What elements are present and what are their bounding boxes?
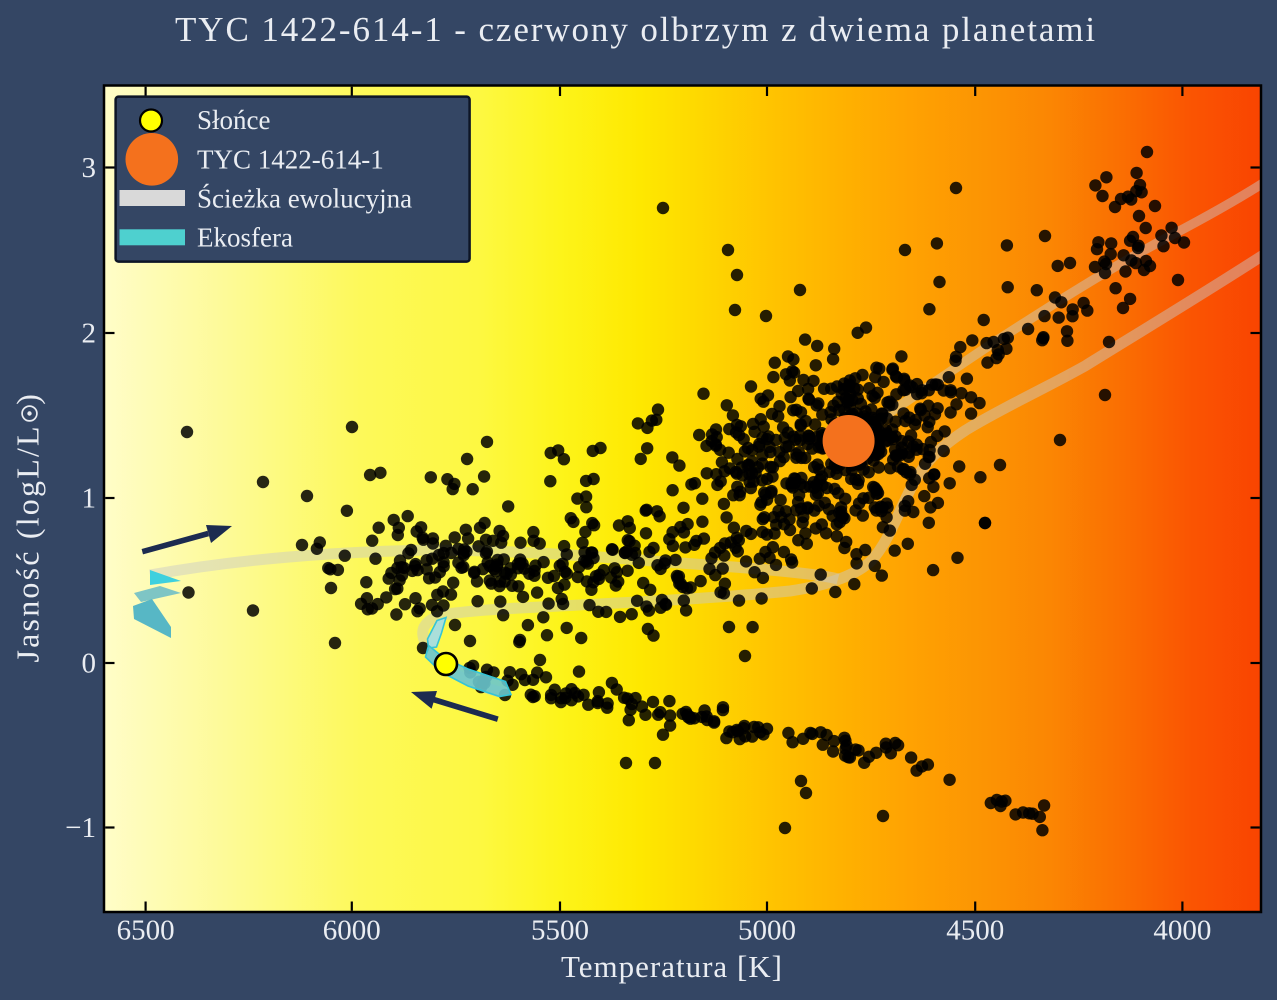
- svg-text:): ): [10, 394, 46, 405]
- svg-text:Ekosfera: Ekosfera: [197, 223, 293, 253]
- svg-text:−1: −1: [65, 812, 96, 844]
- svg-text:Ścieżka ewolucyjna: Ścieżka ewolucyjna: [197, 184, 412, 214]
- svg-text:4000: 4000: [1153, 915, 1211, 947]
- svg-text:4500: 4500: [946, 915, 1004, 947]
- svg-text:6000: 6000: [323, 915, 381, 947]
- svg-text:Temperatura [K]: Temperatura [K]: [561, 949, 783, 984]
- svg-text:5500: 5500: [531, 915, 589, 947]
- svg-text:TYC 1422-614-1 - czerwony olbr: TYC 1422-614-1 - czerwony olbrzym z dwie…: [175, 10, 1097, 49]
- svg-text:Słońce: Słońce: [197, 105, 271, 135]
- svg-text:3: 3: [82, 152, 97, 184]
- svg-text:5000: 5000: [738, 915, 796, 947]
- svg-text:Jasność (logL/L: Jasność (logL/L: [10, 424, 46, 662]
- svg-text:0: 0: [82, 648, 97, 680]
- svg-text:2: 2: [82, 318, 97, 350]
- svg-text:1: 1: [82, 483, 97, 515]
- svg-text:TYC 1422-614-1: TYC 1422-614-1: [197, 145, 384, 175]
- svg-text:6500: 6500: [117, 915, 175, 947]
